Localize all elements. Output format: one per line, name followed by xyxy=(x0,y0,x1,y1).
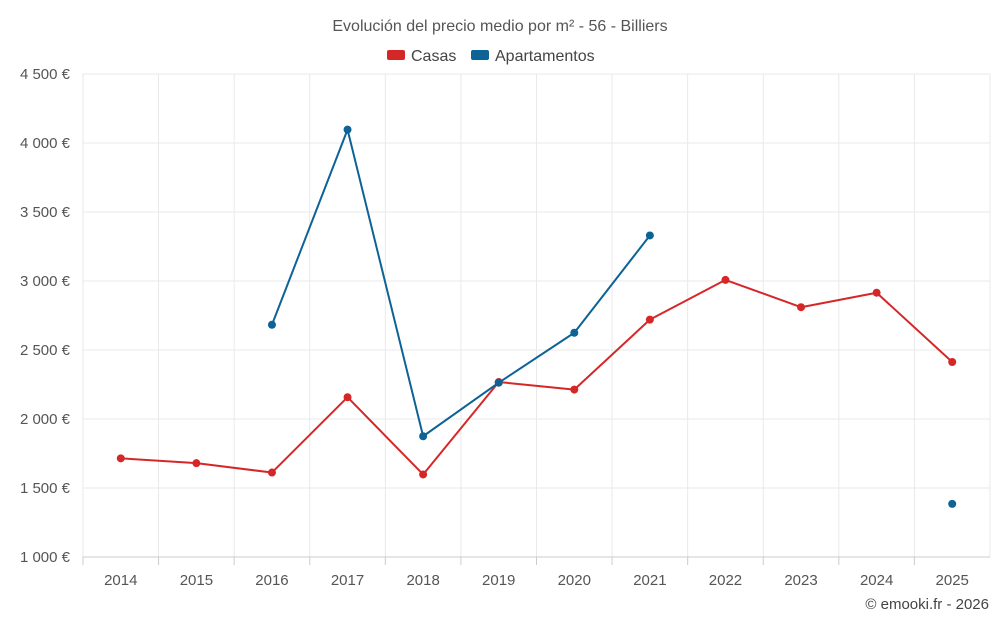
legend-label-casas: Casas xyxy=(411,48,456,65)
grid xyxy=(82,73,991,557)
x-tick-label: 2025 xyxy=(936,572,969,589)
y-tick-label: 1 000 € xyxy=(20,549,71,566)
legend: Casas Apartamentos xyxy=(387,48,595,65)
data-point-casas-2022[interactable] xyxy=(721,275,730,284)
series-line-apartamentos xyxy=(271,128,651,438)
data-point-casas-2020[interactable] xyxy=(570,385,579,394)
data-point-casas-2014[interactable] xyxy=(116,454,125,463)
data-point-casas-2024[interactable] xyxy=(872,288,881,297)
x-tick-label: 2015 xyxy=(180,572,213,589)
data-point-apartamentos-2021[interactable] xyxy=(645,231,654,240)
x-tick-label: 2018 xyxy=(406,572,439,589)
data-point-apartamentos-2016[interactable] xyxy=(267,320,276,329)
y-tick-label: 3 000 € xyxy=(20,273,71,290)
legend-item-casas[interactable]: Casas xyxy=(387,48,456,65)
x-tick-label: 2016 xyxy=(255,572,288,589)
data-point-casas-2018[interactable] xyxy=(419,470,428,479)
y-tick-label: 3 500 € xyxy=(20,204,71,221)
data-point-casas-2016[interactable] xyxy=(267,468,276,477)
data-point-casas-2021[interactable] xyxy=(645,315,654,324)
legend-swatch-casas xyxy=(387,50,405,60)
data-point-apartamentos-2017[interactable] xyxy=(343,125,352,134)
credit-text: © emooki.fr - 2026 xyxy=(865,596,989,613)
axes: 1 000 € 1 500 € 2 000 € 2 500 € 3 000 € 3 500… xyxy=(20,66,990,589)
x-tick-label: 2014 xyxy=(104,572,137,589)
legend-swatch-apartamentos xyxy=(471,50,489,60)
data-point-apartamentos-2020[interactable] xyxy=(570,328,579,337)
data-point-casas-2025[interactable] xyxy=(948,358,957,367)
data-point-casas-2017[interactable] xyxy=(343,393,352,402)
y-tick-label: 4 500 € xyxy=(20,66,71,83)
data-point-apartamentos-2025[interactable] xyxy=(948,499,957,508)
legend-label-apartamentos: Apartamentos xyxy=(495,48,595,65)
data-point-casas-2015[interactable] xyxy=(192,459,201,468)
x-tick-label: 2022 xyxy=(709,572,742,589)
x-tick-label: 2021 xyxy=(633,572,666,589)
series-line-casas xyxy=(120,278,953,476)
y-tick-label: 4 000 € xyxy=(20,135,71,152)
x-tick-label: 2017 xyxy=(331,572,364,589)
y-tick-label: 2 500 € xyxy=(20,342,71,359)
series-apartamentos xyxy=(267,125,957,508)
x-tick-label: 2020 xyxy=(558,572,591,589)
x-tick-label: 2019 xyxy=(482,572,515,589)
y-tick-label: 2 000 € xyxy=(20,411,71,428)
data-point-apartamentos-2019[interactable] xyxy=(494,378,503,387)
legend-item-apartamentos[interactable]: Apartamentos xyxy=(471,48,595,65)
chart-title: Evolución del precio medio por m² - 56 -… xyxy=(332,18,667,35)
x-tick-label: 2023 xyxy=(784,572,817,589)
series-layer xyxy=(116,125,957,508)
y-tick-label: 1 500 € xyxy=(20,480,71,497)
data-point-casas-2023[interactable] xyxy=(797,303,806,312)
series-casas xyxy=(116,275,957,479)
data-point-apartamentos-2018[interactable] xyxy=(419,432,428,441)
x-tick-label: 2024 xyxy=(860,572,893,589)
